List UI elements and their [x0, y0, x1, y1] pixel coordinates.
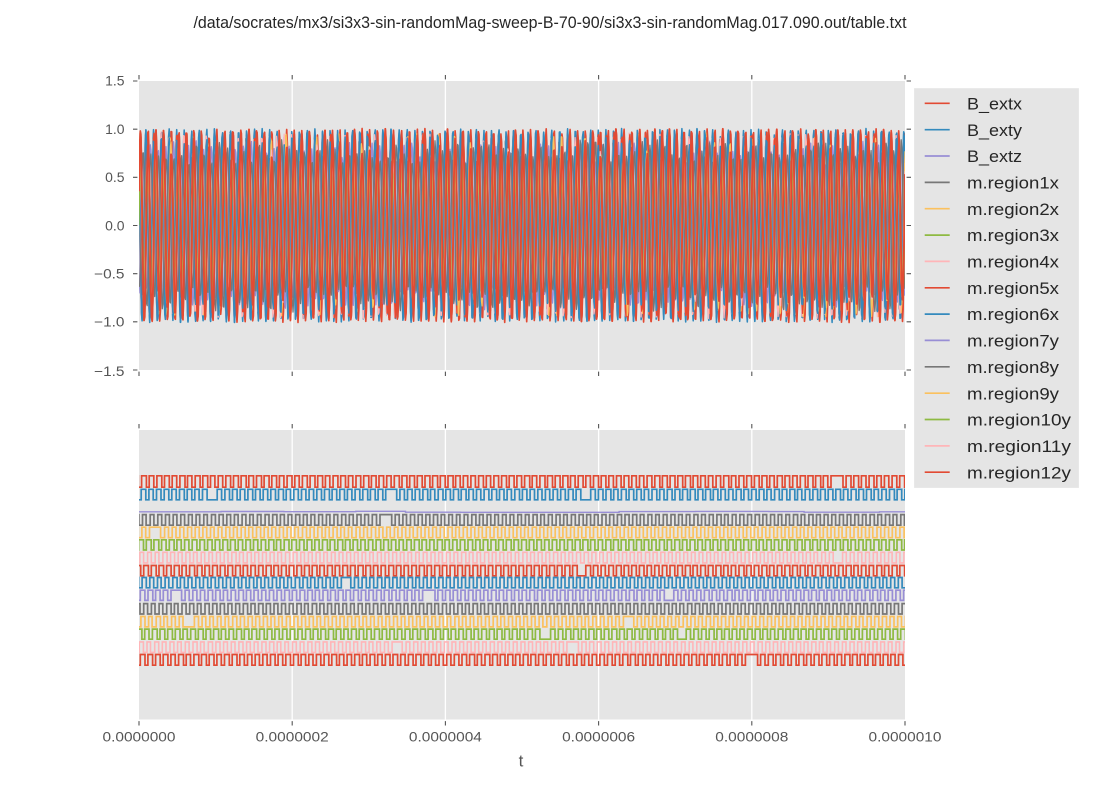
svg-text:0.0000008: 0.0000008	[715, 729, 788, 744]
svg-text:1.0: 1.0	[105, 122, 124, 137]
svg-text:m.region9y: m.region9y	[967, 384, 1060, 403]
svg-text:B_exty: B_exty	[967, 121, 1023, 140]
svg-text:−1.0: −1.0	[94, 315, 124, 330]
svg-text:m.region12y: m.region12y	[967, 463, 1072, 482]
svg-text:m.region10y: m.region10y	[967, 411, 1072, 430]
svg-text:t: t	[519, 752, 524, 771]
svg-text:m.region3x: m.region3x	[967, 226, 1060, 245]
svg-text:B_extx: B_extx	[967, 94, 1023, 113]
svg-text:0.0000010: 0.0000010	[869, 729, 942, 744]
svg-text:0.5: 0.5	[105, 170, 124, 185]
svg-text:m.region4x: m.region4x	[967, 253, 1060, 272]
svg-text:0.0000006: 0.0000006	[562, 729, 635, 744]
svg-text:−0.5: −0.5	[94, 267, 124, 282]
svg-text:m.region1x: m.region1x	[967, 174, 1060, 193]
svg-text:m.region7y: m.region7y	[967, 332, 1060, 351]
svg-text:m.region11y: m.region11y	[967, 437, 1072, 456]
svg-text:0.0000002: 0.0000002	[256, 729, 329, 744]
svg-text:0.0000004: 0.0000004	[409, 729, 483, 744]
svg-text:/data/socrates/mx3/si3x3-sin-r: /data/socrates/mx3/si3x3-sin-randomMag-s…	[194, 14, 907, 32]
svg-text:0.0000000: 0.0000000	[103, 729, 176, 744]
svg-text:0.0: 0.0	[105, 218, 124, 233]
svg-text:1.5: 1.5	[105, 73, 124, 88]
svg-text:−1.5: −1.5	[94, 364, 124, 379]
svg-text:m.region8y: m.region8y	[967, 358, 1060, 377]
svg-text:m.region2x: m.region2x	[967, 200, 1060, 219]
svg-text:B_extz: B_extz	[967, 147, 1022, 166]
svg-text:m.region6x: m.region6x	[967, 305, 1060, 324]
svg-text:m.region5x: m.region5x	[967, 279, 1060, 298]
